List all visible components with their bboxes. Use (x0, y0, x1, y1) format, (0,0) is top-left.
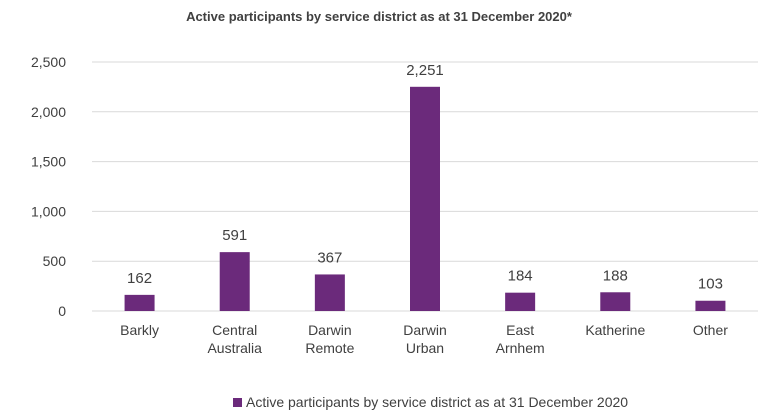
y-tick-label: 500 (43, 253, 67, 269)
bar (505, 292, 536, 311)
data-label: 162 (127, 270, 152, 287)
legend-label: Active participants by service district … (246, 394, 628, 410)
legend-swatch (233, 398, 242, 407)
bar (600, 292, 631, 311)
data-label: 367 (317, 249, 342, 266)
data-label: 188 (603, 267, 628, 284)
data-label: 2,251 (406, 62, 444, 79)
x-tick-label: Darwin Urban (403, 322, 447, 356)
x-tick-label: Katherine (585, 322, 645, 338)
y-tick-label: 0 (58, 303, 66, 319)
data-label: 184 (508, 268, 533, 285)
x-tick-label: Other (693, 322, 728, 338)
x-tick-label: Central Australia (207, 322, 262, 356)
data-label: 103 (698, 276, 723, 293)
bar (219, 252, 250, 311)
data-label: 591 (222, 227, 247, 244)
bar (695, 300, 726, 311)
y-tick-label: 2,500 (31, 54, 66, 70)
x-axis-ticks: Barkly Central Australia Darwin Remote Darwin… (120, 322, 728, 356)
data-labels: 162 591 367 2,251 184 188 103 (127, 62, 723, 293)
y-tick-label: 1,000 (31, 203, 66, 219)
x-tick-label: Barkly (120, 322, 159, 338)
y-axis-ticks: 0 500 1,000 1,500 2,000 2,500 (31, 54, 66, 319)
bar (410, 86, 440, 311)
chart-title: Active participants by service district … (186, 9, 573, 24)
y-tick-label: 1,500 (31, 154, 66, 170)
bars (124, 86, 726, 311)
y-tick-label: 2,000 (31, 104, 66, 120)
x-tick-label: East Arnhem (496, 322, 545, 356)
bar (124, 294, 155, 311)
x-tick-label: Darwin Remote (305, 322, 354, 356)
legend: Active participants by service district … (233, 394, 628, 410)
bar (314, 274, 345, 311)
